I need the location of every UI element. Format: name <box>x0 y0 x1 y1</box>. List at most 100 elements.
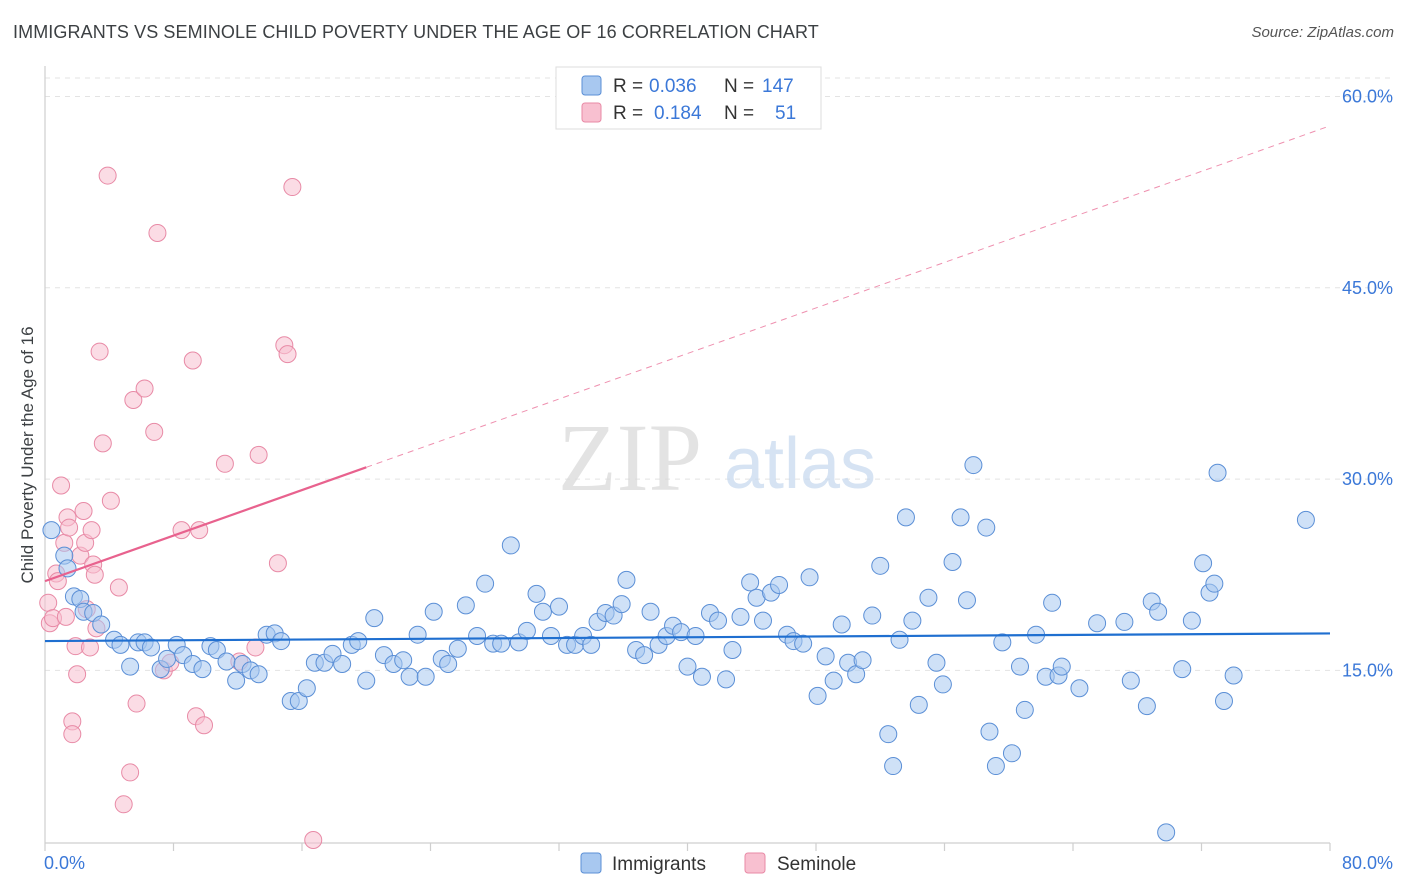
seminole-point <box>304 831 323 850</box>
immigrant-point <box>1002 744 1021 763</box>
immigrant-point <box>541 626 560 645</box>
immigrant-point <box>1173 660 1192 679</box>
immigrant-point <box>582 635 601 654</box>
immigrant-point <box>456 596 475 615</box>
trend-lines <box>44 125 1331 643</box>
gridlines <box>45 77 1392 671</box>
chart-title: IMMIGRANTS VS SEMINOLE CHILD POVERTY UND… <box>13 22 819 42</box>
immigrant-point <box>723 640 742 659</box>
immigrant-point <box>297 679 316 698</box>
immigrant-point <box>517 621 536 640</box>
legend-n-label: N = <box>724 76 754 97</box>
immigrant-point <box>217 652 236 671</box>
seminole-point <box>283 178 302 197</box>
immigrant-point <box>400 667 419 686</box>
immigrant-point <box>1214 692 1233 711</box>
seminole-point <box>85 565 104 584</box>
x-tick-label: 0.0% <box>44 853 85 873</box>
seminole-point <box>82 521 101 540</box>
immigrant-point <box>527 584 546 603</box>
immigrant-point <box>816 647 835 666</box>
legend-immigrants-swatch <box>581 75 602 96</box>
legend-bottom-seminole-swatch <box>744 852 766 874</box>
immigrant-point <box>92 615 111 634</box>
immigrant-point <box>193 660 212 679</box>
immigrant-point <box>686 626 705 645</box>
immigrant-point <box>416 667 435 686</box>
immigrant-point <box>365 609 384 628</box>
legend-seminole-swatch <box>581 102 602 123</box>
immigrant-point <box>333 655 352 674</box>
immigrant-point <box>1121 671 1140 690</box>
seminole-point <box>215 454 234 473</box>
immigrant-point <box>289 692 308 711</box>
immigrant-point <box>1224 666 1243 685</box>
axes <box>44 66 1331 851</box>
y-axis-label: Child Poverty Under the Age of 16 <box>18 326 37 583</box>
immigrant-point <box>1157 823 1176 842</box>
immigrant-point <box>808 686 827 705</box>
seminole-trend-line <box>44 466 367 583</box>
legend-n-value: 147 <box>762 76 794 97</box>
seminole-point <box>268 554 287 573</box>
legend-r-label: R = <box>613 103 643 124</box>
immigrant-point <box>1182 611 1201 630</box>
immigrant-point <box>227 671 246 690</box>
legend-bottom-immigrants-swatch <box>580 852 602 874</box>
immigrant-point <box>863 606 882 625</box>
immigrant-point <box>919 588 938 607</box>
legend-n-value: 51 <box>775 103 796 124</box>
immigrant-point <box>890 630 909 649</box>
immigrant-point <box>951 508 970 527</box>
immigrant-point <box>957 591 976 610</box>
legend-r-label: R = <box>613 76 643 97</box>
y-tick-label: 15.0% <box>1342 660 1393 680</box>
legend-bottom-immigrants-label: Immigrants <box>612 854 706 875</box>
immigrant-point <box>879 725 898 744</box>
y-tick-label: 30.0% <box>1342 469 1393 489</box>
immigrant-point <box>468 626 487 645</box>
immigrant-point <box>1015 700 1034 719</box>
immigrant-point <box>111 635 130 654</box>
immigrant-point <box>980 722 999 741</box>
seminole-point <box>80 638 99 657</box>
immigrant-point <box>909 695 928 714</box>
immigrant-point <box>871 556 890 575</box>
immigrant-point <box>207 640 226 659</box>
immigrant-point <box>853 651 872 670</box>
immigrant-point <box>770 575 789 594</box>
immigrant-point <box>1194 554 1213 573</box>
seminole-point <box>39 593 58 612</box>
immigrant-point <box>533 602 552 621</box>
immigrant-point <box>272 632 291 651</box>
immigrant-point <box>1149 602 1168 621</box>
immigrants-trend-line <box>44 632 1331 643</box>
seminole-point <box>63 725 82 744</box>
immigrant-point <box>884 757 903 776</box>
immigrant-point <box>635 646 654 665</box>
immigrant-point <box>1296 510 1315 529</box>
immigrant-point <box>1043 593 1062 612</box>
seminole-point <box>278 345 297 364</box>
immigrant-point <box>617 570 636 589</box>
immigrant-point <box>612 595 631 614</box>
source-label: Source: ZipAtlas.com <box>1251 24 1394 41</box>
immigrant-point <box>501 536 520 555</box>
immigrant-point <box>424 602 443 621</box>
seminole-point <box>148 223 167 242</box>
seminole-point <box>101 491 120 510</box>
seminole-point <box>68 665 87 684</box>
immigrant-point <box>753 611 772 630</box>
immigrant-point <box>678 657 697 676</box>
immigrant-point <box>1088 614 1107 633</box>
immigrant-point <box>641 602 660 621</box>
legend-n-label: N = <box>724 103 754 124</box>
immigrant-point <box>394 651 413 670</box>
watermark-atlas: atlas <box>724 424 876 504</box>
tick-labels: 15.0% 30.0% 45.0% 60.0% 0.0% 80.0% <box>44 87 1393 874</box>
seminole-point <box>135 379 154 398</box>
seminole-point <box>121 763 140 782</box>
seminole-point <box>48 572 67 591</box>
seminole-point <box>249 445 268 464</box>
immigrant-point <box>927 653 946 672</box>
